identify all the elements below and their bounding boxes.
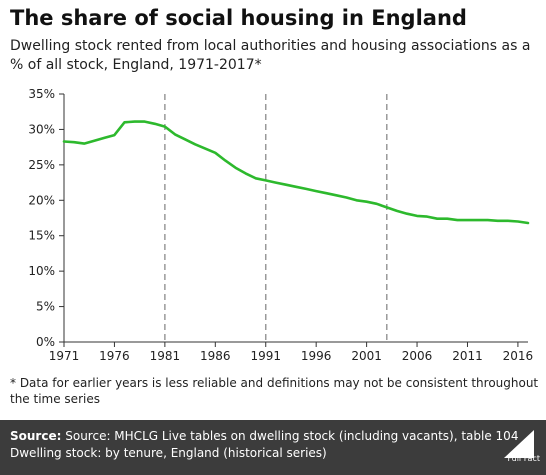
x-tick-label: 1991 — [250, 349, 281, 363]
x-axis: 1971 1976 1981 1986 1991 1996 2001 2006 2011 2016 — [49, 341, 534, 363]
source-subline: Dwelling stock: by tenure, England (hist… — [10, 446, 327, 460]
y-tick-label: 5% — [36, 300, 55, 314]
series-line — [62, 120, 530, 225]
x-tick-label: 2001 — [351, 349, 382, 363]
x-tick-label: 1971 — [49, 349, 80, 363]
x-tick-label: 2011 — [452, 349, 483, 363]
footnote: * Data for earlier years is less reliabl… — [10, 376, 539, 406]
line-chart: 0%5%10%15%20%25%30%35% 1971 1976 1981 1986 1… — [28, 87, 534, 363]
source-label: Source: — [10, 429, 62, 443]
x-tick-label: 1981 — [150, 349, 181, 363]
y-tick-label: 20% — [28, 193, 55, 207]
full-fact-logo-icon — [504, 430, 534, 458]
x-tick-label: 1996 — [301, 349, 332, 363]
logo-text: Full Fact — [507, 454, 540, 463]
y-tick-label: 30% — [28, 122, 55, 136]
x-tick-label: 2006 — [402, 349, 433, 363]
y-tick-label: 15% — [28, 229, 55, 243]
chart-title: The share of social housing in England — [10, 6, 467, 30]
source-text: Source: MHCLG Live tables on dwelling st… — [65, 429, 519, 443]
footer-bar: Source: Source: MHCLG Live tables on dwe… — [0, 420, 546, 475]
chart-subtitle: Dwelling stock rented from local authori… — [10, 38, 531, 73]
series-group — [62, 120, 530, 225]
x-tick-label: 1976 — [99, 349, 130, 363]
x-tick-label: 1986 — [200, 349, 231, 363]
y-tick-label: 0% — [36, 335, 55, 349]
y-tick-label: 10% — [28, 264, 55, 278]
source-line: Source: Source: MHCLG Live tables on dwe… — [10, 428, 518, 444]
reference-lines — [164, 94, 388, 342]
y-axis: 0% 5% 10% 15% 20% 25% 30% 35% — [28, 87, 65, 349]
y-tick-label: 25% — [28, 158, 55, 172]
y-tick-label: 35% — [28, 87, 55, 101]
x-tick-label: 2016 — [503, 349, 534, 363]
